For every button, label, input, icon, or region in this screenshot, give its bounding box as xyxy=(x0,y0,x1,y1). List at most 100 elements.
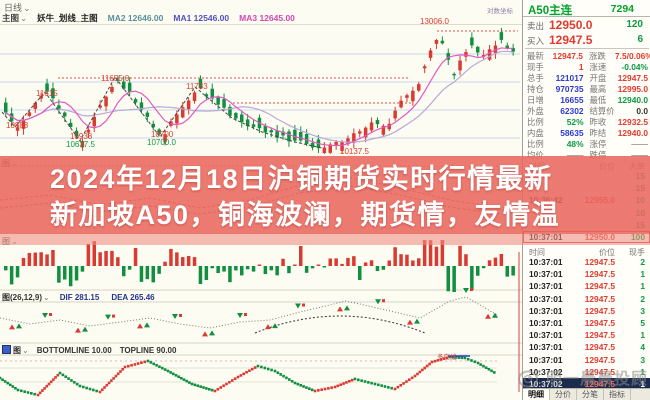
buy-arrow-icon xyxy=(137,323,143,329)
oscillator-wave xyxy=(0,355,496,397)
bid-row[interactable]: 买入 12947.5 6 xyxy=(523,32,650,47)
weibo-eye-icon xyxy=(517,369,541,388)
bid-label: 买入 xyxy=(527,36,545,46)
quote-stat-row: 日增 16655 最低 12940.0 xyxy=(527,94,648,105)
osc-tiny-label: 多空线 xyxy=(437,354,457,361)
signal-arrow-icon xyxy=(209,330,215,336)
price-labels: 13006.0 11615 11655.0 11783 10888 1093810637.… xyxy=(6,17,449,156)
ask-row[interactable]: 卖出 12950.0 120 xyxy=(523,17,650,32)
signal-arrow-icon xyxy=(144,322,150,328)
trade-row[interactable]: 10:37:01 12947.5 1 xyxy=(529,281,645,292)
price-label: 10700.0 xyxy=(147,138,176,147)
price-level-lines xyxy=(58,30,518,104)
trade-row[interactable]: 10:37:01 12947.5 2 xyxy=(529,257,645,268)
signal-arrow-icon xyxy=(82,326,88,332)
contract-header[interactable]: A50主连 7294 xyxy=(523,0,650,17)
quote-stat-row: 最新 12947.5 涨跌 7.5/0.06% xyxy=(527,50,650,61)
ma-line xyxy=(5,50,514,143)
toolbar-divider xyxy=(0,24,522,25)
price-label: 11655.0 xyxy=(101,74,130,83)
log-scale-label[interactable]: 对数坐标 xyxy=(487,8,513,15)
bid-qty: 6 xyxy=(637,34,643,45)
price-label: 11615 xyxy=(36,89,58,98)
quote-stat-row: 均价 —— 跌停 —— xyxy=(527,149,648,160)
ma-line xyxy=(5,47,514,147)
watermark-text: 明一晨晨投顾 xyxy=(545,371,648,388)
price-label: 11783 xyxy=(186,82,208,91)
buy-arrow-icon xyxy=(407,319,413,325)
trade-row[interactable]: 10:37:01 12947.5 4 xyxy=(529,342,645,353)
trade-row[interactable]: 10:37:01 12947.5 5 xyxy=(529,318,645,329)
macd-indicator-name[interactable]: 图(26,12,9) xyxy=(2,293,50,302)
indicator-label[interactable]: 主图 xyxy=(2,13,27,23)
trend-zigzag xyxy=(1,76,323,149)
tab-tick[interactable]: 分笔 xyxy=(577,389,604,400)
indicator-label[interactable]: MA2 12646.00 xyxy=(107,13,164,23)
timeframe-dropdown[interactable]: 日线 xyxy=(4,1,31,14)
trade-row[interactable]: 10:37:01 12947.5 1 xyxy=(529,269,645,280)
headline-line2: 新加坡A50，铜海波澜，期货情，友情温 xyxy=(50,200,561,230)
oscillator-name[interactable]: 图 xyxy=(13,346,29,355)
macd-histogram xyxy=(4,240,515,292)
macd-dif-value: DIF 281.15 xyxy=(59,293,100,302)
trade-row[interactable]: 10:37:01 12947.5 3 xyxy=(529,354,645,365)
watermark: 明一晨晨投顾 xyxy=(517,364,648,390)
macd-label-row: 图(26,12,9) DIF 281.15 DEA 265.46 xyxy=(2,292,155,303)
sell-arrow-icon xyxy=(237,313,243,318)
candlesticks xyxy=(4,28,515,154)
trade-row[interactable]: 10:37:01 12947.5 2 xyxy=(529,293,645,304)
price-label: 10888 xyxy=(6,121,29,130)
quote-stat-row: 比例 52% 昨收 12932.5 xyxy=(527,116,648,127)
quote-stat-row: 持仓 970735 最高 12995.0 xyxy=(527,83,648,94)
indicator-icon xyxy=(2,345,11,354)
sell-arrow-icon xyxy=(105,314,111,320)
ask-label: 卖出 xyxy=(527,21,545,31)
trade-row[interactable]: 10:37:02 12947.5 1 xyxy=(523,377,650,391)
signal-dot-icon xyxy=(244,313,247,316)
quote-stat-row: 比例 48% 涨停 —— xyxy=(527,138,648,149)
indicator-label[interactable]: 妖牛_划线_主图 xyxy=(37,13,98,23)
signal-arrow-icon xyxy=(272,323,278,329)
tab-price-volume[interactable]: 分价 xyxy=(550,389,577,400)
indicator-toolbar[interactable]: 主图妖牛_划线_主图 MA2 12646.00 MA1 12546.00 MA3 12… xyxy=(2,12,305,24)
buy-arrow-icon xyxy=(9,324,15,330)
contract-name: A50主连 xyxy=(528,5,573,17)
headline-banner: 2024年12月18日沪铜期货实时行情最新 新加坡A50，铜海波澜，期货情，友情… xyxy=(0,156,650,245)
signal-dot-icon xyxy=(382,299,385,303)
signal-dot-icon xyxy=(49,313,52,316)
indicator-label[interactable]: MA3 12645.00 xyxy=(239,13,295,23)
quote-stat-row: 现手 1 涨速 -0.04% xyxy=(527,61,648,72)
trade-row[interactable]: 10:37:01 12947.5 3 xyxy=(529,305,645,316)
signal-pane xyxy=(0,288,498,337)
panel-divider xyxy=(525,48,649,49)
signal-dot-icon xyxy=(179,314,182,317)
tab-indicator[interactable]: 指标 xyxy=(604,389,631,400)
quote-stats-grid: 最新 12947.5 涨跌 7.5/0.06% 现手 1 涨速 -0.04% 总手 121017 开… xyxy=(523,50,650,160)
tab-details[interactable]: 明细 xyxy=(523,389,550,400)
buy-arrow-icon xyxy=(337,306,343,312)
bid-price: 12947.5 xyxy=(549,33,593,47)
signal-dot-icon xyxy=(302,303,305,307)
trade-row[interactable]: 10:37:01 12947.5 1 xyxy=(529,330,645,341)
signal-arrow-icon xyxy=(492,312,498,318)
headline-line1: 2024年12月18日沪铜期货实时行情最新 xyxy=(50,164,553,194)
signal-arrow-icon xyxy=(414,318,420,324)
buy-arrow-icon xyxy=(485,313,491,319)
sell-arrow-icon xyxy=(42,313,48,318)
oscillator-label-row: 图 BOTTOMLINE 10.00 TOPLINE 90.00 xyxy=(2,345,176,356)
price-label: 10938 xyxy=(70,132,93,141)
quote-stat-row: 外盘 62302 结算价 0.0 xyxy=(527,105,648,116)
indicator-label[interactable]: MA1 12546.00 xyxy=(173,13,230,23)
contract-code: 7294 xyxy=(610,3,634,15)
bottomline-value: BOTTOMLINE 10.00 xyxy=(36,346,112,355)
panel-tabs: 明细 分价 分笔 指标 xyxy=(523,388,650,400)
ask-price: 12950.0 xyxy=(549,18,593,32)
trade-row[interactable]: 10:37:02 12947.5 1 xyxy=(529,366,645,377)
signal-dot-icon xyxy=(112,314,115,318)
price-label: 10137.5 xyxy=(340,147,369,156)
signal-dot-icon xyxy=(470,288,473,291)
buy-arrow-icon xyxy=(265,324,271,330)
signal-arrow-icon xyxy=(344,305,350,311)
macd-dea-value: DEA 265.46 xyxy=(111,293,155,302)
